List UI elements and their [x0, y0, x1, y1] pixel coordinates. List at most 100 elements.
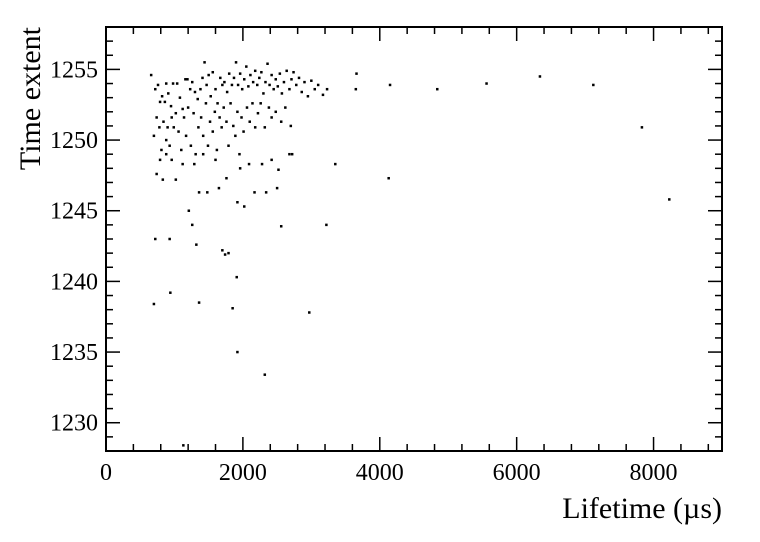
- data-point: [225, 176, 228, 180]
- data-point: [166, 126, 169, 129]
- data-point: [186, 106, 190, 109]
- y-tick-label: 1230: [50, 411, 98, 437]
- data-point: [199, 87, 202, 91]
- data-point: [266, 62, 269, 65]
- data-point: [205, 83, 208, 87]
- data-point: [297, 76, 301, 80]
- data-point: [253, 69, 257, 73]
- data-point: [177, 130, 180, 133]
- data-point: [251, 80, 255, 84]
- x-tick-label: 8000: [630, 460, 678, 486]
- data-point: [274, 110, 277, 114]
- major-ticks: [105, 27, 722, 451]
- data-point: [279, 225, 283, 228]
- data-point: [231, 307, 234, 310]
- data-point: [249, 73, 252, 77]
- data-point: [292, 70, 295, 74]
- data-point: [204, 102, 208, 105]
- data-point: [158, 158, 162, 162]
- data-point: [334, 162, 337, 166]
- data-point: [181, 107, 184, 111]
- data-point: [208, 120, 212, 123]
- data-point: [180, 148, 183, 152]
- minor-ticks: [106, 26, 722, 452]
- y-axis-title: Time extent: [14, 26, 47, 170]
- data-point: [161, 178, 165, 181]
- data-point: [485, 82, 488, 85]
- data-point: [221, 249, 224, 252]
- y-tick-label: 1240: [50, 269, 98, 295]
- data-point: [640, 126, 644, 129]
- data-point: [225, 120, 228, 123]
- data-point: [216, 102, 219, 105]
- data-point: [295, 83, 298, 87]
- data-point: [195, 243, 198, 246]
- data-point: [192, 111, 195, 115]
- data-point: [214, 87, 217, 91]
- data-point: [154, 237, 157, 241]
- data-point: [194, 152, 197, 156]
- data-point: [211, 70, 215, 74]
- data-point: [279, 120, 283, 123]
- data-point: [308, 311, 311, 314]
- data-point: [247, 85, 250, 88]
- data-point: [223, 80, 226, 84]
- x-axis-title: Lifetime (µs): [562, 492, 722, 525]
- data-point: [303, 80, 306, 84]
- data-point: [388, 83, 392, 87]
- data-point: [160, 148, 163, 152]
- data-point: [243, 205, 246, 208]
- data-point: [211, 130, 215, 133]
- data-point: [276, 85, 280, 88]
- data-point: [160, 95, 164, 98]
- data-point: [223, 253, 227, 256]
- data-point: [253, 191, 256, 194]
- data-point: [193, 162, 196, 166]
- data-point: [193, 90, 197, 94]
- data-point: [227, 251, 230, 255]
- data-point: [207, 73, 210, 77]
- data-point: [288, 152, 291, 156]
- data-point: [236, 110, 239, 114]
- data-point: [290, 78, 293, 81]
- data-point: [163, 100, 167, 104]
- data-point: [170, 158, 173, 162]
- data-point: [162, 120, 165, 123]
- data-point: [201, 152, 205, 156]
- data-point: [186, 78, 189, 81]
- data-point: [243, 78, 246, 81]
- data-point: [262, 92, 265, 95]
- data-point: [158, 126, 161, 129]
- data-point: [217, 186, 221, 190]
- data-point: [260, 70, 263, 74]
- y-tick-label: 1250: [50, 128, 98, 154]
- data-point: [263, 373, 267, 376]
- data-point: [158, 100, 162, 104]
- data-point: [251, 102, 254, 105]
- data-point: [538, 75, 542, 78]
- data-point: [277, 168, 280, 171]
- data-point: [197, 191, 201, 194]
- data-point: [155, 116, 158, 119]
- data-point: [227, 144, 230, 147]
- data-point: [174, 178, 178, 181]
- x-tick-label: 4000: [356, 460, 404, 486]
- data-point: [169, 291, 172, 294]
- data-point: [285, 69, 288, 73]
- data-point: [242, 130, 245, 133]
- data-point: [213, 110, 217, 114]
- data-point: [174, 111, 178, 115]
- data-point: [152, 134, 156, 138]
- data-point: [236, 350, 239, 354]
- data-point: [235, 275, 238, 279]
- data-point: [196, 97, 199, 101]
- data-point: [264, 191, 268, 194]
- data-point: [270, 116, 273, 119]
- data-point: [230, 83, 234, 87]
- data-point: [288, 87, 291, 91]
- data-point: [592, 83, 595, 87]
- x-tick-label: 6000: [493, 460, 541, 486]
- data-point: [219, 76, 222, 80]
- data-point: [221, 83, 224, 87]
- data-point: [321, 93, 325, 97]
